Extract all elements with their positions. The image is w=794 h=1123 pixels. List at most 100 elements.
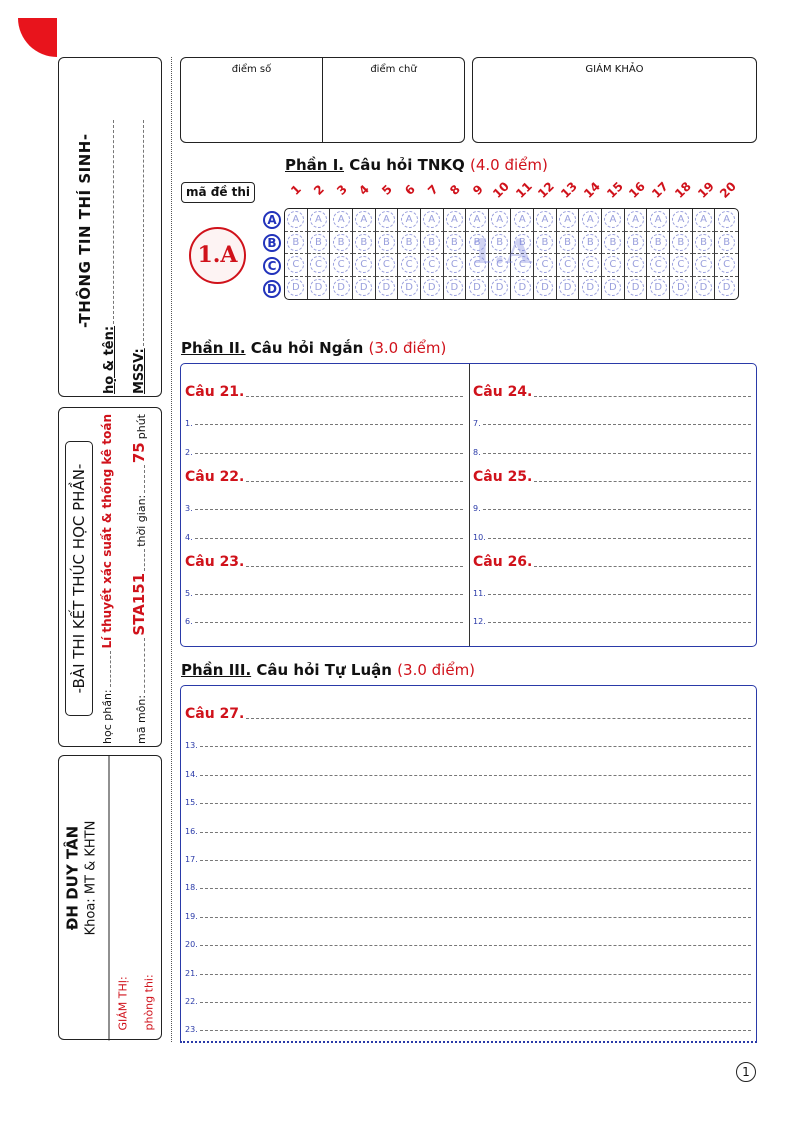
answer-bubble-q12-d[interactable]: D	[536, 279, 554, 297]
answer-bubble-q11-d[interactable]: D	[513, 279, 531, 297]
answer-bubble-q1-b[interactable]: B	[287, 233, 305, 251]
answer-bubble-q5-b[interactable]: B	[377, 233, 395, 251]
answer-bubble-q13-b[interactable]: B	[559, 233, 577, 251]
answer-bubble-q14-c[interactable]: C	[581, 256, 599, 274]
answer-bubble-q1-d[interactable]: D	[287, 279, 305, 297]
answer-bubble-q18-c[interactable]: C	[672, 256, 690, 274]
answer-bubble-q4-d[interactable]: D	[355, 279, 373, 297]
answer-bubble-q5-c[interactable]: C	[377, 256, 395, 274]
answer-bubble-q20-d[interactable]: D	[718, 279, 736, 297]
answer-bubble-q1-c[interactable]: C	[287, 256, 305, 274]
answer-line[interactable]	[199, 859, 751, 861]
answer-bubble-q20-b[interactable]: B	[718, 233, 736, 251]
answer-line[interactable]	[246, 480, 463, 482]
answer-line[interactable]	[534, 396, 751, 397]
answer-bubble-q20-c[interactable]: C	[718, 256, 736, 274]
answer-bubble-q14-a[interactable]: A	[581, 211, 599, 229]
answer-bubble-q2-a[interactable]: A	[309, 211, 327, 229]
name-field[interactable]	[113, 120, 114, 324]
answer-line[interactable]	[199, 774, 751, 776]
answer-line[interactable]	[246, 396, 463, 397]
answer-bubble-q6-d[interactable]: D	[400, 279, 418, 297]
answer-bubble-q7-a[interactable]: A	[423, 211, 441, 229]
answer-bubble-q18-d[interactable]: D	[672, 279, 690, 297]
answer-bubble-q15-d[interactable]: D	[604, 279, 622, 297]
answer-bubble-q7-b[interactable]: B	[423, 233, 441, 251]
answer-bubble-q14-d[interactable]: D	[581, 279, 599, 297]
answer-bubble-q12-b[interactable]: B	[536, 233, 554, 251]
answer-bubble-q3-a[interactable]: A	[332, 211, 350, 229]
answer-bubble-q8-d[interactable]: D	[445, 279, 463, 297]
answer-bubble-q6-c[interactable]: C	[400, 256, 418, 274]
answer-line[interactable]	[199, 888, 751, 890]
answer-bubble-q3-b[interactable]: B	[332, 233, 350, 251]
answer-bubble-q10-c[interactable]: C	[491, 256, 509, 274]
answer-line[interactable]	[194, 537, 463, 539]
answer-bubble-q19-b[interactable]: B	[695, 233, 713, 251]
answer-bubble-q13-a[interactable]: A	[559, 211, 577, 229]
answer-bubble-q17-b[interactable]: B	[649, 233, 667, 251]
answer-line[interactable]	[199, 945, 751, 947]
answer-bubble-q11-a[interactable]: A	[513, 211, 531, 229]
answer-bubble-q18-a[interactable]: A	[672, 211, 690, 229]
answer-bubble-q11-b[interactable]: B	[513, 233, 531, 251]
answer-line[interactable]	[199, 746, 751, 748]
answer-line[interactable]	[194, 622, 463, 624]
answer-bubble-q7-d[interactable]: D	[423, 279, 441, 297]
answer-bubble-q8-c[interactable]: C	[445, 256, 463, 274]
answer-line[interactable]	[534, 480, 751, 482]
answer-bubble-q16-d[interactable]: D	[627, 279, 645, 297]
answer-bubble-q12-c[interactable]: C	[536, 256, 554, 274]
answer-line[interactable]	[487, 537, 751, 539]
answer-bubble-q6-a[interactable]: A	[400, 211, 418, 229]
answer-line[interactable]	[194, 424, 463, 426]
answer-bubble-q13-d[interactable]: D	[559, 279, 577, 297]
answer-bubble-q16-a[interactable]: A	[627, 211, 645, 229]
answer-bubble-q10-d[interactable]: D	[491, 279, 509, 297]
answer-bubble-q2-d[interactable]: D	[309, 279, 327, 297]
answer-bubble-q1-a[interactable]: A	[287, 211, 305, 229]
answer-bubble-q10-a[interactable]: A	[491, 211, 509, 229]
answer-bubble-q8-a[interactable]: A	[445, 211, 463, 229]
answer-bubble-q14-b[interactable]: B	[581, 233, 599, 251]
answer-line[interactable]	[482, 509, 751, 511]
answer-bubble-q9-c[interactable]: C	[468, 256, 486, 274]
answer-bubble-q3-d[interactable]: D	[332, 279, 350, 297]
answer-bubble-q17-a[interactable]: A	[649, 211, 667, 229]
id-field[interactable]	[143, 120, 144, 347]
answer-bubble-q9-a[interactable]: A	[468, 211, 486, 229]
answer-bubble-q20-a[interactable]: A	[718, 211, 736, 229]
answer-bubble-q2-b[interactable]: B	[309, 233, 327, 251]
answer-bubble-q5-a[interactable]: A	[377, 211, 395, 229]
answer-bubble-q13-c[interactable]: C	[559, 256, 577, 274]
answer-bubble-q10-b[interactable]: B	[491, 233, 509, 251]
answer-bubble-q5-d[interactable]: D	[377, 279, 395, 297]
answer-bubble-q16-c[interactable]: C	[627, 256, 645, 274]
answer-line[interactable]	[194, 593, 463, 595]
answer-bubble-q9-b[interactable]: B	[468, 233, 486, 251]
answer-line[interactable]	[194, 509, 463, 511]
answer-bubble-q6-b[interactable]: B	[400, 233, 418, 251]
answer-line[interactable]	[199, 831, 751, 833]
answer-line[interactable]	[194, 452, 463, 454]
answer-bubble-q17-c[interactable]: C	[649, 256, 667, 274]
answer-bubble-q16-b[interactable]: B	[627, 233, 645, 251]
answer-bubble-q19-d[interactable]: D	[695, 279, 713, 297]
answer-bubble-q11-c[interactable]: C	[513, 256, 531, 274]
answer-bubble-q15-b[interactable]: B	[604, 233, 622, 251]
answer-bubble-q7-c[interactable]: C	[423, 256, 441, 274]
answer-bubble-q19-c[interactable]: C	[695, 256, 713, 274]
answer-bubble-q17-d[interactable]: D	[649, 279, 667, 297]
answer-bubble-q8-b[interactable]: B	[445, 233, 463, 251]
answer-line[interactable]	[199, 973, 751, 975]
answer-line[interactable]	[487, 622, 751, 624]
answer-line[interactable]	[199, 1030, 751, 1032]
answer-line[interactable]	[482, 424, 751, 426]
answer-bubble-q9-d[interactable]: D	[468, 279, 486, 297]
answer-line[interactable]	[482, 452, 751, 454]
answer-line[interactable]	[534, 565, 751, 567]
answer-line[interactable]	[199, 1001, 751, 1003]
answer-bubble-q19-a[interactable]: A	[695, 211, 713, 229]
answer-line[interactable]	[199, 803, 751, 805]
answer-bubble-q15-a[interactable]: A	[604, 211, 622, 229]
